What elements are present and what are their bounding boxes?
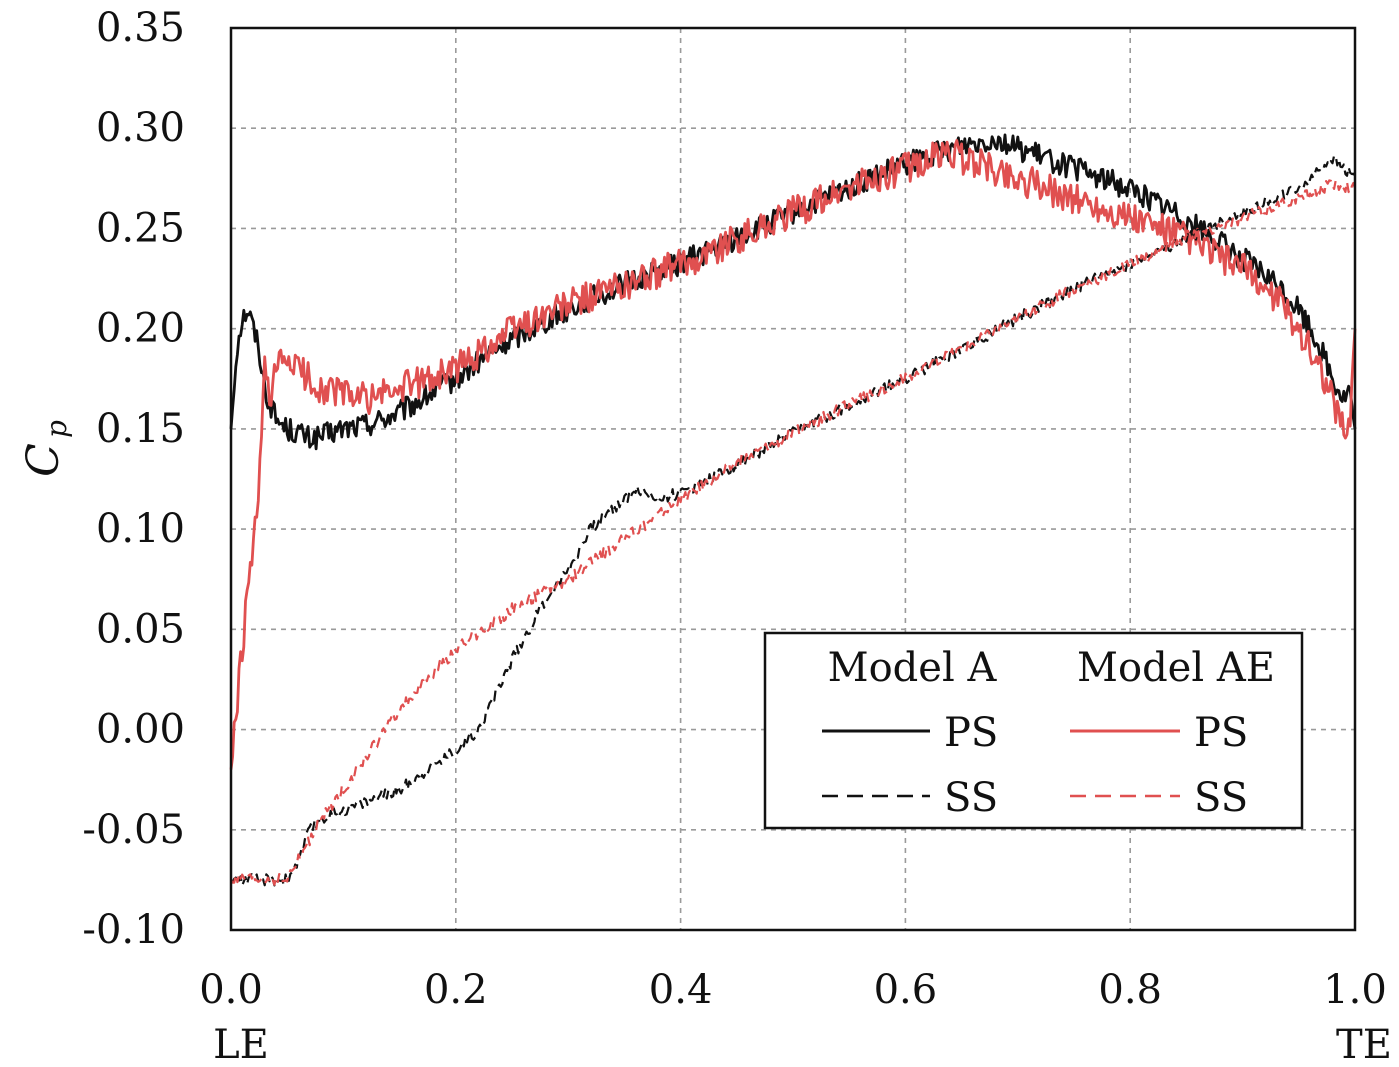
y-tick-label: 0.15: [96, 406, 185, 452]
y-tick-label: 0.05: [96, 606, 185, 652]
legend: Model A Model AE PS PS SS SS: [763, 631, 1304, 830]
x-tick-label: 0.8: [1098, 967, 1162, 1013]
series-model-a-ps: [229, 133, 1357, 451]
y-tick-label: 0.25: [96, 205, 185, 251]
x-tick-label: 0.4: [649, 967, 713, 1013]
y-tick-label: 0.00: [96, 707, 185, 753]
y-tick-label: -0.10: [82, 907, 185, 953]
x-tick-labels: 0.0 0.2 0.4 0.6 0.8 1.0: [199, 967, 1387, 1013]
y-tick-label: 0.10: [96, 506, 185, 552]
series-model-ae-ps: [229, 139, 1357, 770]
legend-title-model-a: Model A: [828, 645, 998, 691]
series-group: [229, 133, 1357, 887]
series-model-ae-ss: [230, 179, 1357, 886]
y-axis-title-subscript: p: [40, 420, 73, 438]
legend-label-model-ae-ss: SS: [1194, 775, 1248, 821]
legend-label-model-a-ss: SS: [944, 775, 998, 821]
y-axis-title-main: C: [18, 443, 69, 477]
y-tick-label: -0.05: [82, 807, 185, 853]
y-tick-label: 0.20: [96, 306, 185, 352]
x-tick-label: 0.0: [199, 967, 263, 1013]
y-axis-title: C p: [18, 420, 73, 477]
x-sublabel-le: LE: [213, 1022, 269, 1067]
legend-title-model-ae: Model AE: [1077, 645, 1275, 691]
legend-label-model-ae-ps: PS: [1194, 710, 1248, 756]
x-tick-label: 1.0: [1323, 967, 1387, 1013]
x-sublabel-te: TE: [1336, 1022, 1392, 1067]
y-tick-labels: 0.35 0.30 0.25 0.20 0.15 0.10 0.05 0.00 -0.05 -0.…: [82, 5, 185, 953]
legend-label-model-a-ps: PS: [944, 710, 998, 756]
x-tick-label: 0.6: [874, 967, 938, 1013]
series-model-a-ss: [230, 154, 1357, 887]
plot-frame: [229, 26, 1357, 932]
x-tick-label: 0.2: [424, 967, 488, 1013]
y-tick-label: 0.30: [96, 105, 185, 151]
y-tick-label: 0.35: [96, 5, 185, 51]
